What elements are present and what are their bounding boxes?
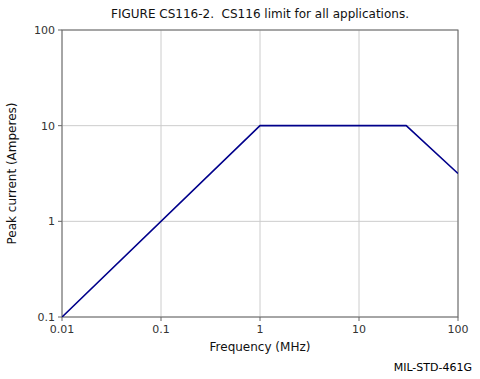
x-axis-label: Frequency (MHz)	[210, 340, 311, 354]
grid	[62, 30, 458, 317]
x-tick-label: 0.1	[152, 323, 170, 336]
y-tick-label: 100	[34, 24, 55, 37]
data	[62, 126, 458, 317]
y-tick-label: 1	[48, 215, 55, 228]
y-tick	[58, 221, 62, 222]
y-tick-label: 0.1	[38, 311, 56, 324]
x-tick-label: 100	[448, 323, 469, 336]
x-tick	[161, 317, 162, 321]
title: FIGURE CS116-2. CS116 limit for all appl…	[111, 7, 409, 21]
grid-line	[359, 30, 360, 317]
y-tick-label: 10	[41, 120, 55, 133]
y-tick	[58, 317, 62, 318]
grid-line	[62, 221, 458, 222]
x-tick	[458, 317, 459, 321]
y-tick	[58, 30, 62, 31]
y-tick	[58, 125, 62, 126]
limit-line	[62, 126, 458, 317]
plot-frame	[62, 30, 458, 317]
grid-line	[161, 30, 162, 317]
grid-line	[260, 30, 261, 317]
annotation: MIL-STD-461G	[394, 361, 472, 374]
x-tick-label: 0.01	[50, 323, 75, 336]
axes: 0.010.11101000.1110100	[34, 24, 469, 336]
x-tick-label: 1	[257, 323, 264, 336]
x-tick	[359, 317, 360, 321]
x-tick	[260, 317, 261, 321]
chart: 0.010.11101000.1110100FIGURE CS116-2. CS…	[0, 0, 480, 379]
y-axis-label: Peak current (Amperes)	[5, 103, 19, 245]
x-tick	[62, 317, 63, 321]
x-tick-label: 10	[352, 323, 366, 336]
